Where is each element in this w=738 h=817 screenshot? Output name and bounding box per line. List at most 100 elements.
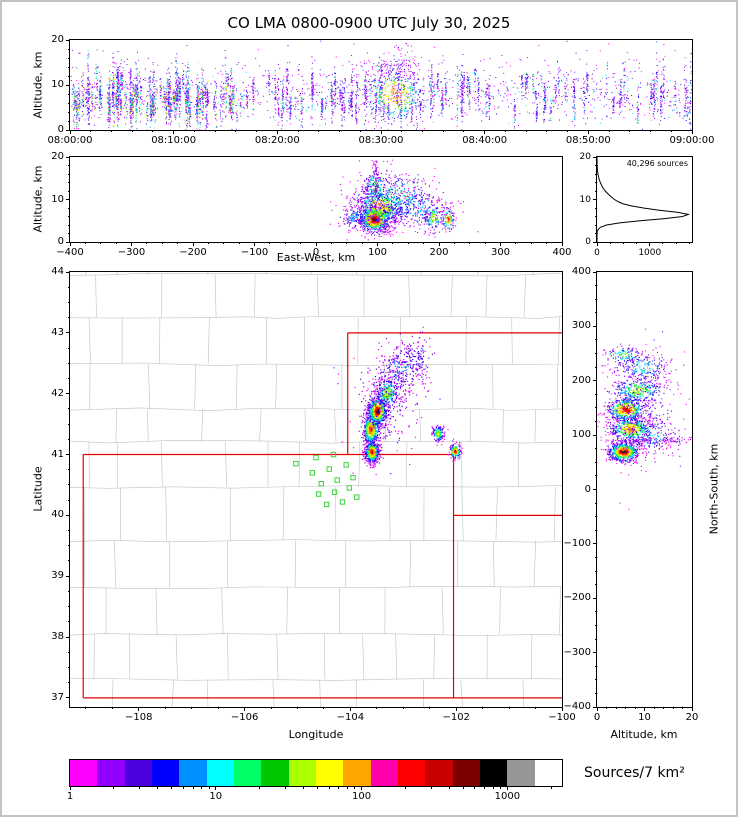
minor-tick-mark — [193, 130, 195, 132]
tick-label: 1000 — [494, 791, 521, 802]
tick-label: 400 — [552, 247, 572, 258]
minor-tick-mark — [191, 707, 193, 709]
minor-tick-mark — [508, 707, 510, 709]
tick-label: 10 — [51, 193, 64, 205]
minor-tick-mark — [68, 241, 70, 243]
minor-tick-mark — [68, 347, 70, 349]
minor-tick-mark — [595, 543, 597, 545]
minor-tick-mark — [68, 165, 70, 166]
north-south-ylabel: North-South, km — [707, 443, 721, 535]
tick-label: 0 — [312, 247, 320, 258]
minor-tick-mark — [217, 707, 219, 709]
minor-tick-mark — [68, 48, 70, 50]
minor-tick-mark — [504, 130, 506, 132]
minor-tick-mark — [68, 93, 70, 95]
minor-tick-mark — [402, 707, 404, 709]
minor-tick-mark — [68, 233, 70, 234]
minor-tick-mark — [535, 707, 537, 709]
minor-tick-mark — [653, 707, 655, 709]
minor-tick-mark — [561, 707, 563, 709]
minor-tick-mark — [622, 242, 624, 244]
minor-tick-mark — [259, 786, 261, 789]
minor-tick-mark — [68, 454, 70, 456]
minor-tick-mark — [68, 199, 70, 200]
minor-tick-mark — [595, 475, 597, 477]
tick-label: −104 — [336, 712, 365, 723]
minor-tick-mark — [469, 242, 471, 244]
tick-label: −200 — [179, 247, 207, 258]
minor-tick-mark — [595, 182, 597, 183]
tick-label: 39 — [51, 570, 64, 582]
tick-label: −100 — [548, 712, 576, 723]
figure-title: CO LMA 0800-0900 UTC July 30, 2025 — [227, 14, 511, 32]
tick-label: 38 — [51, 631, 64, 643]
minor-tick-mark — [595, 529, 597, 531]
tick-label: 08:40:00 — [462, 135, 508, 146]
tick-label: 400 — [571, 266, 591, 277]
minor-tick-mark — [113, 786, 115, 789]
tick-mark — [276, 130, 278, 134]
minor-tick-mark — [284, 786, 286, 789]
minor-tick-mark — [68, 173, 70, 175]
minor-tick-mark — [595, 448, 597, 450]
minor-tick-mark — [595, 241, 597, 243]
minor-tick-mark — [595, 165, 597, 166]
tick-mark — [506, 786, 508, 790]
minor-tick-mark — [68, 575, 70, 577]
minor-tick-mark — [587, 130, 589, 132]
colorbar-segment — [479, 760, 508, 786]
tick-label: 0 — [594, 248, 600, 258]
minor-tick-mark — [453, 242, 455, 244]
minor-tick-mark — [595, 366, 597, 368]
colorbar-segment — [288, 760, 316, 786]
tick-mark — [254, 242, 255, 246]
minor-tick-mark — [421, 130, 423, 132]
minor-tick-mark — [85, 707, 87, 709]
minor-tick-mark — [675, 242, 677, 244]
tick-mark — [192, 242, 194, 246]
minor-tick-mark — [595, 353, 597, 355]
minor-tick-mark — [139, 786, 141, 789]
minor-tick-mark — [284, 242, 286, 244]
altitude-histogram-panel: 40,296 sources 0 1000 0 10 20 — [580, 152, 693, 258]
tick-mark — [649, 242, 651, 246]
minor-tick-mark — [595, 233, 597, 234]
minor-tick-mark — [354, 786, 356, 789]
minor-tick-mark — [68, 317, 70, 319]
minor-tick-mark — [595, 692, 597, 694]
tick-mark — [69, 786, 71, 790]
minor-tick-mark — [482, 707, 484, 709]
minor-tick-mark — [254, 242, 255, 244]
minor-tick-mark — [500, 786, 502, 789]
minor-tick-mark — [546, 242, 548, 244]
tick-label: 300 — [571, 320, 591, 332]
tick-label: 08:30:00 — [358, 135, 404, 146]
minor-tick-mark — [595, 407, 597, 409]
minor-tick-mark — [68, 590, 70, 592]
minor-tick-mark — [68, 438, 70, 440]
source-count-annotation: 40,296 sources — [626, 159, 688, 168]
tick-mark — [691, 130, 693, 134]
minor-tick-mark — [636, 242, 638, 244]
colorbar-segment — [233, 760, 262, 786]
colorbar-segment — [70, 760, 98, 786]
minor-tick-mark — [670, 130, 672, 132]
minor-tick-mark — [68, 111, 70, 113]
minor-tick-mark — [567, 130, 569, 132]
minor-tick-mark — [663, 707, 664, 709]
tick-label: 1 — [66, 791, 74, 802]
minor-tick-mark — [68, 682, 70, 684]
tick-mark — [377, 242, 378, 246]
minor-tick-mark — [682, 707, 683, 709]
colorbar-segment — [124, 760, 152, 786]
minor-tick-mark — [68, 129, 70, 131]
minor-tick-mark — [276, 130, 278, 132]
tick-label: 0 — [57, 124, 64, 135]
tick-label: 08:50:00 — [565, 135, 611, 146]
tick-label: 41 — [51, 448, 64, 460]
minor-tick-mark — [173, 130, 175, 132]
minor-tick-mark — [68, 606, 70, 608]
tick-label: −100 — [240, 247, 269, 258]
minor-tick-mark — [68, 408, 70, 410]
minor-tick-mark — [595, 706, 597, 708]
